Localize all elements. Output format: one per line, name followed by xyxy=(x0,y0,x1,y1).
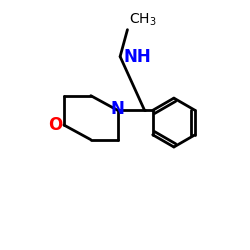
Text: O: O xyxy=(48,116,62,134)
Text: CH$_3$: CH$_3$ xyxy=(129,12,156,28)
Text: NH: NH xyxy=(123,48,151,66)
Text: N: N xyxy=(111,100,124,118)
